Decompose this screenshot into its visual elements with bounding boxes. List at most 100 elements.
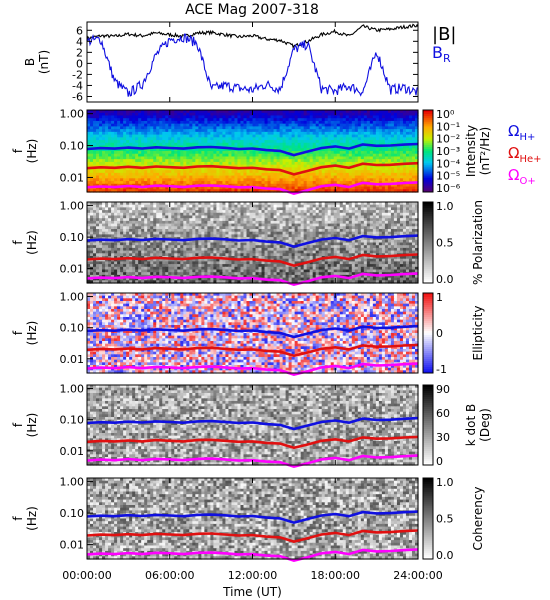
- spectrogram-cell: [228, 110, 233, 114]
- spectrogram-cell: [393, 172, 398, 177]
- spectrogram-cell: [321, 156, 326, 160]
- spectrogram-cell: [261, 151, 266, 155]
- spectrogram-cell: [198, 167, 202, 171]
- spectrogram-cell: [114, 112, 118, 117]
- spectrogram-cell: [366, 164, 371, 168]
- spectrogram-cell: [357, 151, 362, 155]
- spectrogram-cell: [396, 134, 401, 138]
- spectrogram-cell: [207, 170, 211, 174]
- gyro-legend-2: ΩO+: [508, 166, 536, 187]
- spectrogram-cell: [243, 153, 248, 158]
- spectrogram-cell: [102, 153, 106, 158]
- spectrogram-cell: [306, 120, 311, 125]
- spectrogram-cell: [207, 115, 211, 119]
- spectrogram-cell: [315, 142, 320, 147]
- spectrogram-cell: [267, 131, 272, 136]
- spectrogram-cell: [153, 159, 157, 163]
- spectrogram-cell: [276, 140, 281, 144]
- spectrogram-cell: [222, 110, 227, 114]
- spectrogram-cell: [207, 131, 211, 136]
- spectrogram-cell: [204, 151, 208, 155]
- spectrogram-cell: [234, 115, 239, 119]
- spectrogram-cell: [372, 112, 377, 117]
- spectrogram-cell: [363, 167, 368, 171]
- spectrogram-cell: [132, 161, 136, 166]
- spectrogram-cell: [240, 126, 245, 130]
- spectrogram-cell: [207, 126, 211, 130]
- spectrogram-cell: [384, 134, 389, 138]
- spectrogram-cell: [111, 123, 115, 127]
- spectrogram-cell: [90, 159, 94, 163]
- spectrogram-cell: [240, 118, 245, 122]
- spectrogram-cell: [108, 137, 112, 141]
- spectrogram-cell: [132, 151, 136, 155]
- spectrogram-cell: [165, 137, 169, 141]
- spectrogram-cell: [144, 134, 148, 138]
- spectrogram-cell: [252, 137, 257, 141]
- spectrogram-cell: [105, 110, 109, 114]
- spectrogram-cell: [315, 118, 320, 122]
- spectrogram-cell: [303, 140, 308, 144]
- spectrogram-cell: [312, 110, 317, 114]
- spectrogram-cell: [111, 115, 115, 119]
- spectrogram-cell: [390, 145, 395, 149]
- spectrogram-cell: [390, 137, 395, 141]
- spectrogram-cell: [408, 123, 413, 127]
- spectrogram-cell: [279, 161, 284, 166]
- spectrogram-cell: [315, 112, 320, 117]
- spectrogram-cell: [342, 156, 347, 160]
- spectrogram-cell: [195, 126, 199, 130]
- spectrogram-cell: [114, 172, 118, 177]
- spectrogram-cell: [267, 123, 272, 127]
- spectrogram-cell: [348, 134, 353, 138]
- spectrogram-cell: [300, 159, 305, 163]
- spectrogram-cell: [288, 151, 293, 155]
- spectrogram-cell: [180, 123, 184, 127]
- spectrogram-cell: [120, 170, 124, 174]
- spectrogram-cell: [369, 148, 374, 152]
- spectrogram-cell: [183, 140, 187, 144]
- spectrogram-cell: [270, 137, 275, 141]
- spectrogram-cell: [180, 148, 184, 152]
- spectrogram-cell: [231, 129, 236, 133]
- spectrogram-cell: [144, 126, 148, 130]
- spectrogram-cell: [357, 118, 362, 122]
- spectrogram-cell: [240, 112, 245, 117]
- spectrogram-cell: [318, 151, 323, 155]
- spectrogram-cell: [114, 140, 118, 144]
- spectrogram-cell: [264, 118, 269, 122]
- spectrogram-cell: [105, 175, 109, 179]
- spectrogram-cell: [261, 134, 266, 138]
- spectrogram-cell: [192, 142, 196, 147]
- spectrogram-cell: [102, 156, 106, 160]
- spectrogram-cell: [99, 129, 103, 133]
- spectrogram-cell: [399, 110, 404, 114]
- spectrogram-cell: [144, 140, 148, 144]
- spectrogram-cell: [354, 118, 359, 122]
- spectrogram-cell: [204, 140, 208, 144]
- spectrogram-cell: [165, 123, 169, 127]
- power-panel: 1.000.100.01f (Hz)10⁰10⁻¹10⁻²10⁻³10⁻⁴10⁻⁵…: [11, 108, 542, 196]
- spectrogram-cell: [231, 161, 236, 166]
- spectrogram-cell: [96, 142, 100, 147]
- spectrogram-cell: [159, 118, 163, 122]
- spectrogram-cell: [213, 110, 217, 114]
- spectrogram-cell: [126, 156, 130, 160]
- spectrogram-cell: [246, 140, 251, 144]
- colorbar-tick-label: 10⁰: [436, 108, 455, 121]
- spectrogram-cell: [276, 129, 281, 133]
- spectrogram-cell: [150, 140, 154, 144]
- spectrogram-cell: [192, 151, 196, 155]
- spectrogram-cell: [333, 151, 338, 155]
- spectrogram-cell: [186, 115, 190, 119]
- spectrogram-cell: [189, 134, 193, 138]
- spectrogram-cell: [90, 118, 94, 122]
- spectrogram-cell: [207, 120, 211, 125]
- spectrogram-cell: [393, 159, 398, 163]
- spectrogram-cell: [366, 156, 371, 160]
- spectrogram-cell: [192, 170, 196, 174]
- spectrogram-cell: [231, 153, 236, 158]
- spectrogram-cell: [264, 156, 269, 160]
- spectrogram-cell: [387, 148, 392, 152]
